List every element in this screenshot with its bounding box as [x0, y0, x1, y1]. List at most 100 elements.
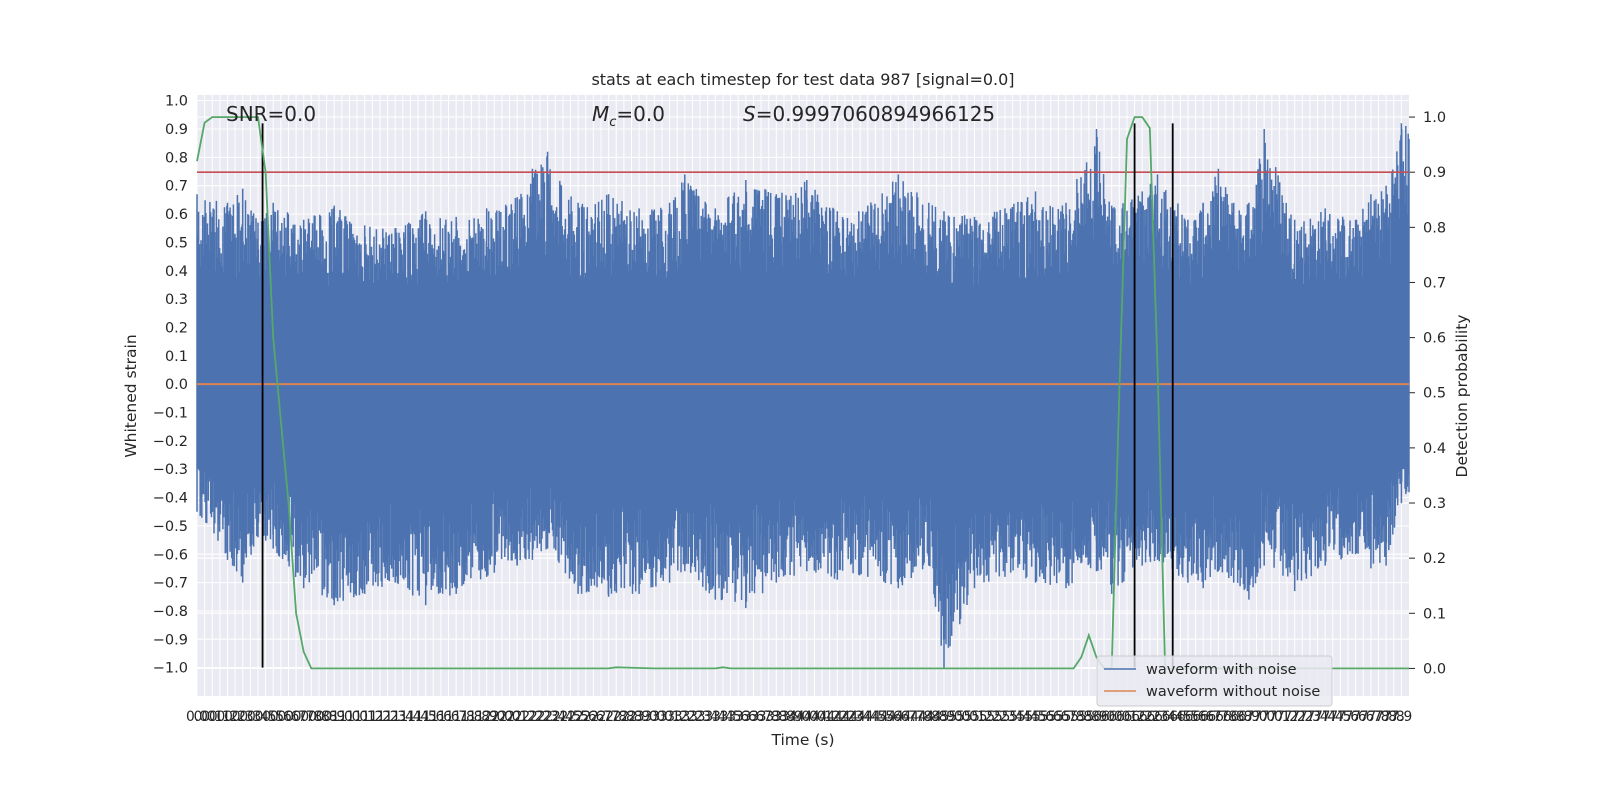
y-tick-label-left: −0.8: [153, 604, 188, 620]
x-tick-label: 7.6: [1337, 709, 1359, 725]
x-tick-label: 4.2: [819, 709, 841, 725]
x-tick-label: 2.3: [537, 709, 559, 725]
x-tick-label: 6.0: [1093, 709, 1115, 725]
x-tick-label: 5.8: [1078, 709, 1100, 725]
x-tick-label: 0.3: [239, 709, 261, 725]
x-tick-label: 4.0: [803, 709, 825, 725]
x-tick-label: 4.7: [903, 709, 925, 725]
x-tick-label: 6.2: [1124, 709, 1146, 725]
x-tick-label: 0.6: [270, 709, 292, 725]
series-vertical-markers: [261, 123, 1174, 668]
y-tick-label-left: −0.2: [153, 434, 188, 450]
x-tick-label: 4.9: [933, 709, 955, 725]
y-tick-label-right: 0.5: [1423, 386, 1446, 402]
x-tick-label: 3.2: [666, 709, 688, 725]
x-tick-label: 5.2: [971, 709, 993, 725]
y-tick-label-left: 0.7: [165, 179, 188, 195]
x-tick-label: 2.8: [613, 709, 635, 725]
x-tick-label: 2.4: [544, 709, 566, 725]
x-tick-label: 5.6: [1047, 709, 1069, 725]
x-tick-label: 4.0: [796, 709, 818, 725]
x-tick-label: 6.5: [1169, 709, 1191, 725]
x-tick-label: 0.0: [194, 709, 216, 725]
legend: waveform with noise waveform without noi…: [1096, 655, 1333, 707]
x-tick-label: 6.8: [1230, 709, 1252, 725]
x-tick-label: 6.7: [1200, 709, 1222, 725]
x-tick-label: 4.6: [887, 709, 909, 725]
y-tick-label-right: 0.9: [1423, 165, 1446, 181]
x-tick-label: 0.8: [316, 709, 338, 725]
y-tick-label-right: 0.2: [1423, 551, 1446, 567]
x-tick-label: 7.3: [1299, 709, 1321, 725]
x-tick-label: 0.4: [247, 709, 269, 725]
x-tick-label: 0.7: [285, 709, 307, 725]
x-tick-label: 1.8: [468, 709, 490, 725]
x-tick-label: 5.1: [964, 709, 986, 725]
x-tick-label: 1.0: [346, 709, 368, 725]
y-tick-label-right: 0.6: [1423, 331, 1446, 347]
x-tick-label: 5.4: [1009, 709, 1031, 725]
x-tick-label: 6.0: [1101, 709, 1123, 725]
x-tick-label: 1.1: [354, 709, 376, 725]
x-tick-label: 1.2: [361, 709, 383, 725]
probability-trace: [196, 116, 1409, 670]
x-tick-label: 6.1: [1116, 709, 1138, 725]
x-tick-label: 2.7: [598, 709, 620, 725]
y-tick-label-left: −0.5: [153, 519, 188, 535]
x-tick-label: 3.6: [727, 709, 749, 725]
y-axis-right: 1.0 0.9 0.8 0.7 0.6 0.5 0.4 0.3 0.2 0.1 0.0: [1409, 110, 1446, 677]
x-tick-label: 7.4: [1307, 709, 1329, 725]
x-tick-label: 2.2: [529, 709, 551, 725]
x-tick-label: 3.9: [781, 709, 803, 725]
y-tick-label-right: 0.7: [1423, 275, 1446, 291]
y-tick-label-left: 1.0: [165, 94, 188, 110]
x-tick-label: 3.8: [765, 709, 787, 725]
x-tick-label: 2.0: [499, 709, 521, 725]
x-tick-label: 5.0: [956, 709, 978, 725]
legend-box: [1096, 655, 1333, 707]
x-tick-label: 5.2: [979, 709, 1001, 725]
x-tick-label: 0.5: [262, 709, 284, 725]
x-tick-label: 3.0: [643, 709, 665, 725]
x-tick-label: 6.4: [1154, 709, 1176, 725]
x-tick-label: 5.7: [1055, 709, 1077, 725]
y-axis-label-left: Whitened strain: [122, 334, 140, 457]
x-tick-label: 5.5: [1025, 709, 1047, 725]
x-tick-label: 4.3: [842, 709, 864, 725]
x-tick-label: 5.2: [986, 709, 1008, 725]
x-tick-label: 7.8: [1383, 709, 1405, 725]
y-tick-label-left: −1.0: [153, 661, 188, 677]
x-tick-label: 2.2: [514, 709, 536, 725]
chirp-mass-annotation: Mc=0.0: [592, 102, 665, 130]
x-tick-label: 0.1: [209, 709, 231, 725]
x-tick-label: 1.5: [415, 709, 437, 725]
x-tick-label: 0.7: [293, 709, 315, 725]
x-tick-label: 6.6: [1192, 709, 1214, 725]
x-tick-label: 6.8: [1215, 709, 1237, 725]
y-tick-label-right: 0.0: [1423, 661, 1446, 677]
x-tick-label: 1.6: [422, 709, 444, 725]
x-tick-label: 1.9: [476, 709, 498, 725]
snr-annotation: SNR=0.0: [226, 102, 316, 126]
y-tick-label-left: 0.6: [165, 207, 188, 223]
x-tick-label: 0.2: [224, 709, 246, 725]
x-tick-label: 6.6: [1185, 709, 1207, 725]
x-tick-label: 0.8: [300, 709, 322, 725]
chart-title: stats at each timestep for test data 987…: [591, 70, 1014, 89]
x-tick-label: 3.3: [689, 709, 711, 725]
x-tick-label: 1.6: [438, 709, 460, 725]
x-tick-label: 4.7: [895, 709, 917, 725]
y-tick-label-left: 0.9: [165, 122, 188, 138]
y-tick-label-right: 1.0: [1423, 110, 1446, 126]
x-tick-label: 7.4: [1322, 709, 1344, 725]
x-tick-label: 7.9: [1390, 709, 1412, 725]
x-tick-label: 2.6: [582, 709, 604, 725]
x-tick-label: 0.2: [217, 709, 239, 725]
x-tick-label: 3.2: [681, 709, 703, 725]
x-tick-label: 4.6: [880, 709, 902, 725]
y-tick-label-left: −0.6: [153, 547, 188, 563]
x-tick-label: 2.0: [483, 709, 505, 725]
x-tick-label: 7.6: [1352, 709, 1374, 725]
chirp-mass-subscript: c: [609, 115, 616, 130]
x-tick-label: 7.2: [1284, 709, 1306, 725]
